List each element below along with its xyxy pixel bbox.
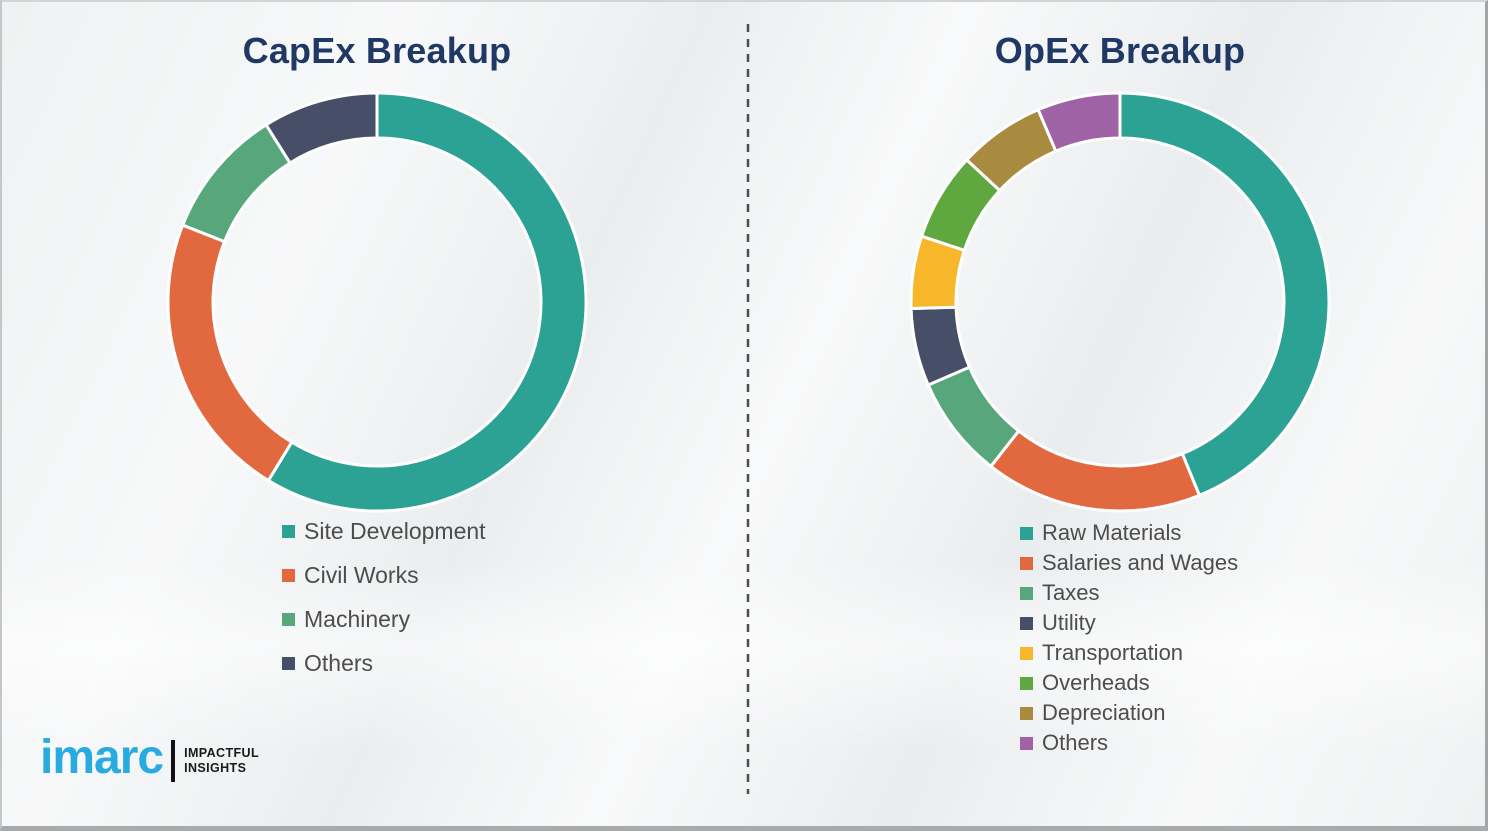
legend-swatch — [282, 612, 295, 626]
opex-chart-title: OpEx Breakup — [994, 30, 1246, 71]
imarc-wordmark: imarc — [40, 731, 164, 784]
logo-tagline-line2: INSIGHTS — [184, 761, 247, 775]
legend-label: Overheads — [1042, 670, 1150, 695]
legend-item-others: Others — [282, 641, 486, 685]
legend-swatch — [1020, 586, 1033, 600]
donut-segment-others — [264, 91, 379, 166]
legend-label: Salaries and Wages — [1042, 550, 1239, 575]
legend-label: Site Development — [304, 517, 486, 544]
donut-segment-others — [1036, 91, 1122, 154]
legend-label: Others — [304, 649, 374, 676]
legend-label: Depreciation — [1042, 700, 1166, 725]
capex-legend: Site Development Civil Works Machinery Othe… — [282, 509, 486, 685]
legend-item-utility: Utility — [1020, 608, 1238, 638]
donut-segment-salaries-and-wages — [988, 428, 1202, 513]
legend-swatch — [1020, 736, 1033, 750]
donut-segment-civil-works — [166, 223, 294, 483]
legend-swatch — [1020, 676, 1033, 690]
capex-panel: CapEx Breakup Site Development Civil Work… — [162, 2, 592, 802]
legend-swatch — [1020, 706, 1033, 720]
legend-swatch — [1020, 526, 1033, 540]
logo-tagline-line1: IMPACTFUL — [184, 746, 259, 760]
panel-divider-dashed-line — [746, 24, 750, 794]
legend-label: Others — [1042, 730, 1109, 755]
legend-swatch — [282, 524, 295, 538]
opex-donut-chart — [909, 91, 1331, 513]
legend-swatch — [282, 568, 295, 582]
legend-item-taxes: Taxes — [1020, 578, 1238, 608]
legend-item-civil-works: Civil Works — [282, 553, 486, 597]
legend-swatch — [1020, 646, 1033, 660]
capex-chart-title: CapEx Breakup — [242, 30, 512, 71]
legend-swatch — [1020, 616, 1033, 630]
legend-item-overheads: Overheads — [1020, 668, 1238, 698]
legend-label: Utility — [1042, 610, 1096, 635]
legend-label: Machinery — [304, 605, 411, 632]
logo-tagline: IMPACTFUL INSIGHTS — [184, 746, 259, 776]
imarc-logo: imarc IMPACTFUL INSIGHTS — [40, 731, 259, 785]
legend-item-depreciation: Depreciation — [1020, 698, 1238, 728]
legend-label: Civil Works — [304, 561, 419, 588]
legend-swatch — [282, 656, 295, 670]
donut-segment-machinery — [180, 122, 293, 244]
legend-swatch — [1020, 556, 1033, 570]
legend-label: Taxes — [1042, 580, 1100, 605]
donut-segment-site-development — [266, 91, 588, 513]
opex-panel: OpEx Breakup Raw Materials Salaries and W… — [905, 2, 1335, 802]
capex-donut-chart — [166, 91, 588, 513]
legend-item-salaries-and-wages: Salaries and Wages — [1020, 548, 1238, 578]
legend-item-raw-materials: Raw Materials — [1020, 518, 1238, 548]
legend-label: Transportation — [1042, 640, 1184, 665]
donut-segment-raw-materials — [1118, 91, 1331, 498]
legend-item-site-development: Site Development — [282, 509, 486, 553]
opex-legend: Raw Materials Salaries and Wages Taxes Util… — [1020, 518, 1238, 758]
legend-item-transportation: Transportation — [1020, 638, 1238, 668]
legend-item-machinery: Machinery — [282, 597, 486, 641]
legend-label: Raw Materials — [1042, 520, 1182, 545]
logo-divider-bar — [171, 740, 176, 782]
legend-item-others: Others — [1020, 728, 1238, 758]
